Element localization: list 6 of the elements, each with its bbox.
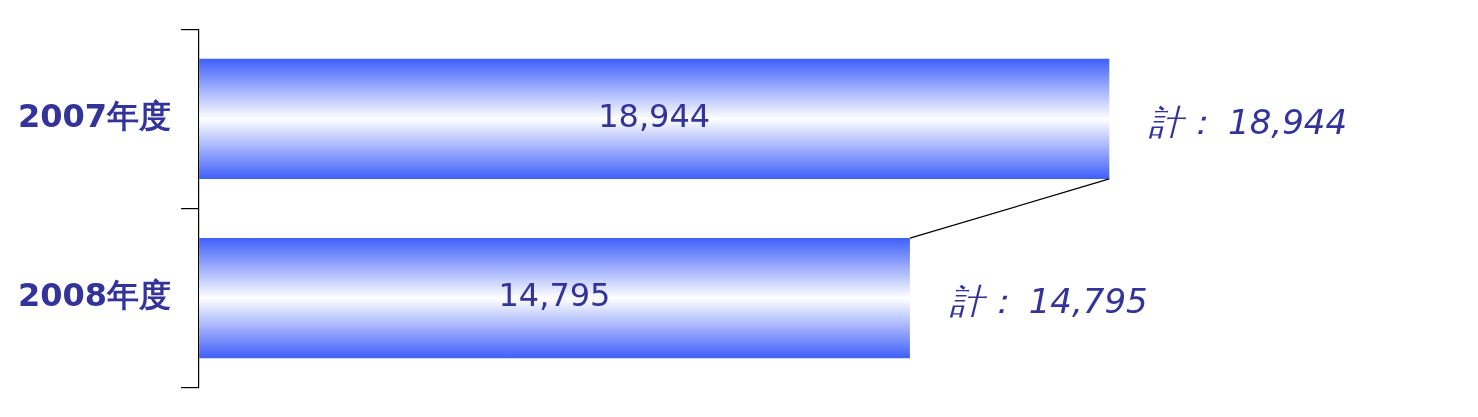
- data-label: 14,795: [498, 276, 611, 315]
- total-label: 計： 18,944: [1148, 101, 1348, 142]
- y-tick-label: 2007年度: [18, 97, 172, 136]
- y-tick-label: 2008年度: [18, 276, 172, 315]
- total-label: 計： 14,795: [948, 280, 1148, 321]
- data-label: 18,944: [598, 97, 711, 136]
